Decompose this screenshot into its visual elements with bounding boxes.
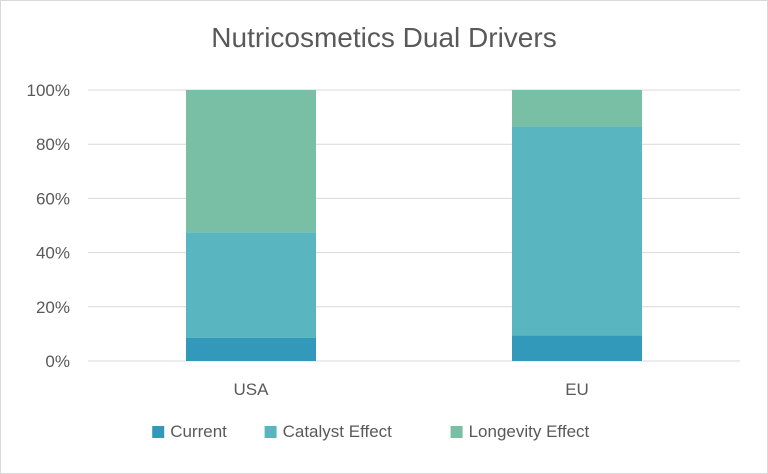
y-tick-label: 20% (36, 298, 70, 317)
legend: Current Catalyst Effect Longevity Effect (152, 422, 590, 441)
y-tick-label: 40% (36, 244, 70, 263)
chart-title: Nutricosmetics Dual Drivers (211, 22, 557, 53)
bar-segment (186, 90, 316, 233)
x-tick-label: EU (565, 380, 589, 399)
y-tick-label: 100% (27, 81, 70, 100)
y-axis-labels: 0% 20% 40% 60% 80% 100% (27, 81, 70, 371)
y-tick-label: 60% (36, 189, 70, 208)
bar-segment (512, 335, 642, 361)
y-tick-label: 80% (36, 135, 70, 154)
x-axis-labels: USA EU (234, 380, 589, 399)
legend-label: Longevity Effect (469, 422, 590, 441)
legend-swatch (264, 426, 277, 438)
legend-label: Current (170, 422, 227, 441)
bar-segment (512, 126, 642, 336)
bar-segment (512, 90, 642, 127)
gridlines (88, 89, 740, 362)
legend-swatch (152, 426, 165, 438)
y-tick-label: 0% (45, 352, 70, 371)
x-tick-label: USA (234, 380, 270, 399)
bar-segment (186, 232, 316, 338)
bars (186, 90, 642, 361)
legend-label: Catalyst Effect (283, 422, 393, 441)
legend-swatch (450, 426, 463, 438)
bar-segment (186, 337, 316, 361)
